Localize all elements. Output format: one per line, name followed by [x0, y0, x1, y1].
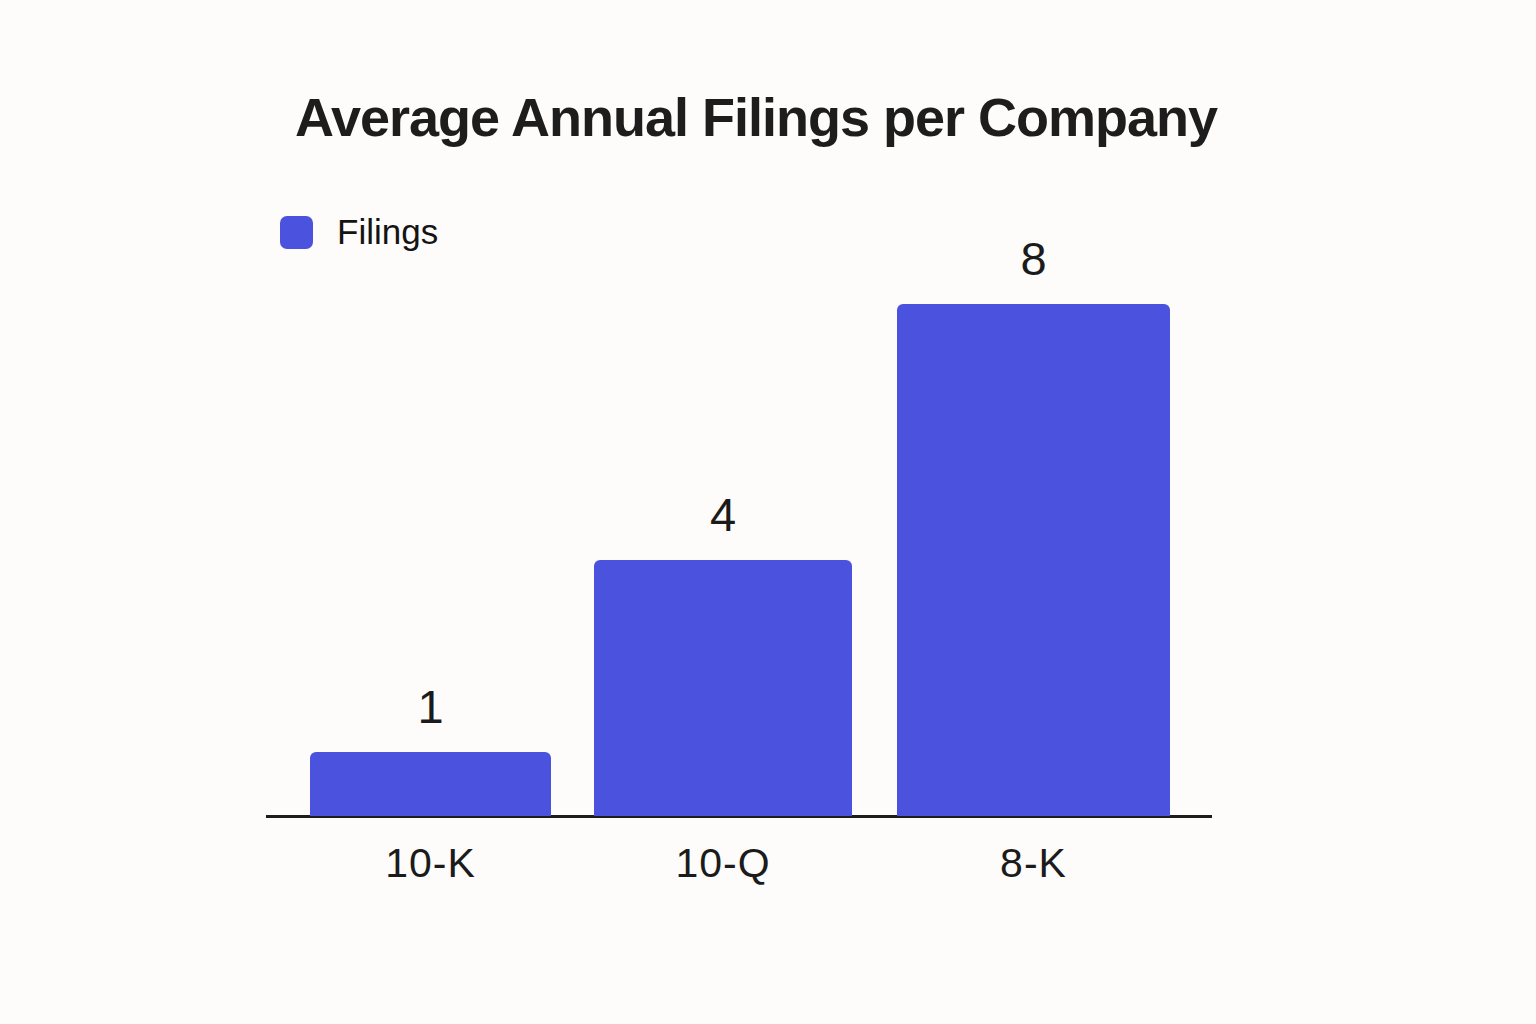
- value-label-8-K: 8: [897, 231, 1170, 286]
- bar-plot: 1 10-K 4 10-Q 8 8-K: [0, 0, 1536, 1024]
- bar-10-K: [310, 752, 551, 816]
- bar-10-Q: [594, 560, 852, 816]
- chart-canvas: Average Annual Filings per Company Filin…: [0, 0, 1536, 1024]
- category-label-10-K: 10-K: [310, 840, 551, 887]
- value-label-10-K: 1: [310, 679, 551, 734]
- value-label-10-Q: 4: [594, 487, 852, 542]
- bar-8-K: [897, 304, 1170, 816]
- category-label-8-K: 8-K: [897, 840, 1170, 887]
- category-label-10-Q: 10-Q: [594, 840, 852, 887]
